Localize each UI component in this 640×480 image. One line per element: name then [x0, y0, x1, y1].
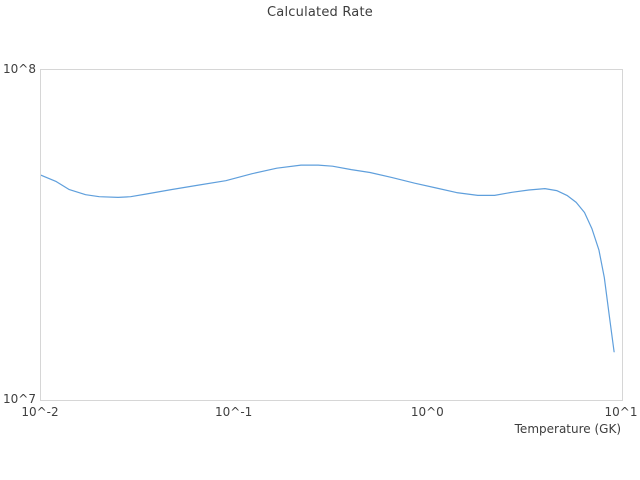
x-tick-label: 10^0 [410, 405, 444, 419]
x-tick-label: 10^1 [604, 405, 638, 419]
rate-line-svg [41, 164, 615, 353]
x-axis-title: Temperature (GK) [514, 422, 621, 436]
x-tick-label: 10^-1 [215, 405, 253, 419]
plot-area [40, 69, 623, 401]
rate-line-series [41, 164, 615, 353]
x-tick-label: 10^-2 [21, 405, 59, 419]
y-tick-label: 10^7 [3, 392, 36, 406]
chart-title: Calculated Rate [267, 5, 373, 20]
y-tick-label: 10^8 [3, 62, 36, 76]
